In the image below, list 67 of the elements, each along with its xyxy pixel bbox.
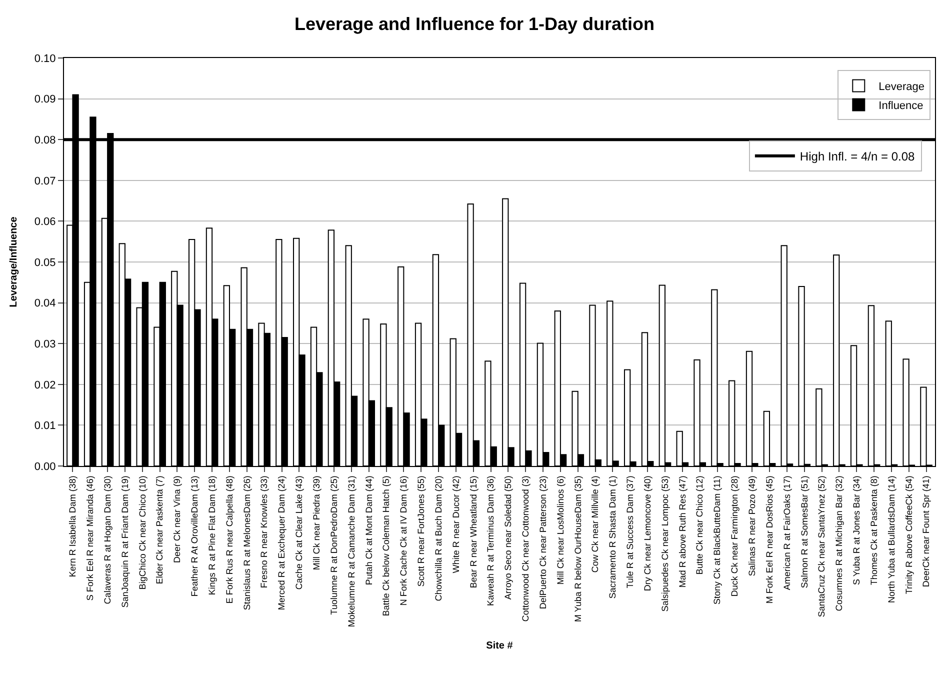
x-tick-label: DelPuerto Ck near Patterson (23) [538, 476, 548, 610]
x-tick-label: Duck Ck near Farmington (28) [730, 476, 740, 597]
x-tick-label: Mokelumne R at Camanche Dam (31) [346, 476, 356, 628]
x-tick-label: Merced R at Exchequer Dam (24) [276, 476, 287, 610]
x-tick-label: S Yuba R at Jones Bar (34) [852, 476, 862, 586]
x-tick-label: N Fork Cache Ck at IV Dam (16) [398, 476, 409, 606]
chart-title: Leverage and Influence for 1-Day duration [294, 14, 655, 34]
x-tick-label: DeerCk near Fount Spr (41) [921, 476, 932, 588]
x-tick-label: Thomes Ck at Paskenta (8) [868, 476, 879, 586]
y-axis-title: Leverage/Influence [8, 216, 20, 308]
x-tick-label: Salmon R at SomesBar (51) [799, 476, 810, 588]
x-tick-label: Stony Ck at BlackButteDam (11) [712, 476, 722, 604]
x-tick-label: Scott R near FortJones (55) [416, 476, 426, 587]
y-tick-label: 0.03 [34, 338, 56, 350]
x-tick-label: Elder Ck near Paskenta (7) [154, 476, 165, 584]
x-tick-label: Salinas R near Pozo (49) [747, 476, 758, 576]
x-tick-label: Mill Ck near Piedra (39) [312, 476, 322, 570]
y-tick-label: 0.01 [34, 420, 56, 432]
x-tick-label: American R at FairOaks (17) [782, 476, 792, 590]
x-tick-label: S Fork Eel R near Miranda (46) [85, 476, 96, 601]
x-tick-label: Bear R near Wheatland (15) [468, 476, 478, 588]
x-tick-label: Chowchilla R at Buch Dam (20) [433, 476, 444, 602]
y-tick-label: 0.08 [34, 134, 56, 146]
x-tick-label: White R near Ducor (42) [450, 476, 461, 574]
x-tick-label: Cache Ck at Clear Lake (43) [294, 476, 304, 590]
y-tick-label: 0.06 [34, 216, 56, 228]
x-tick-label: BigChico Ck near Chico (10) [137, 476, 148, 590]
x-tick-label: Cottonwood Ck near Cottonwood (3) [520, 476, 531, 622]
x-tick-label: Tule R at Success Dam (37) [625, 476, 636, 588]
x-tick-label: Putah Ck at Mont Dam (44) [364, 476, 374, 586]
x-tick-label: M Fork Eel R near DosRios (45) [764, 476, 774, 604]
x-tick-label: M Yuba R below OurHouseDam (35) [572, 476, 583, 622]
x-tick-label: Dry Ck near Lemoncove (40) [642, 476, 652, 592]
legend-label: Influence [878, 100, 924, 112]
x-tick-label: SanJoaquin R at Friant Dam (19) [120, 476, 130, 608]
x-tick-label: Kern R Isabella Dam (38) [68, 476, 78, 578]
x-tick-label: E Fork Rus R near Calpella (48) [224, 476, 234, 604]
x-tick-label: Tuolumne R at DonPedroDam (25) [328, 476, 339, 615]
y-tick-label: 0.07 [34, 175, 56, 188]
x-tick-label: Cow Ck near Millville (4) [590, 476, 600, 573]
y-tick-label: 0.05 [34, 256, 56, 269]
x-tick-label: Kaweah R at Terminus Dam (36) [486, 476, 496, 606]
x-tick-label: Feather R At OrovilleDam (13) [190, 476, 200, 597]
x-tick-label: Deer Ck near Vina (9) [172, 476, 182, 563]
x-tick-label: SantaCruz Ck near SantaYnez (52) [816, 476, 827, 618]
x-tick-label: Fresno R near Knowles (33) [259, 476, 270, 588]
x-axis-title: Site # [486, 640, 514, 652]
y-tick-label: 0.04 [34, 298, 56, 310]
x-tick-label: Cosumnes R at Michigan Bar (32) [834, 476, 844, 612]
x-tick-label: Sacramento R Shasta Dam (1) [608, 476, 618, 599]
x-tick-label: Trinity R above CoffeeCk (54) [904, 476, 914, 594]
y-tick-label: 0.00 [34, 460, 56, 473]
x-tick-label: Mad R above Ruth Res (47) [677, 476, 688, 588]
x-tick-label: Salsipuedes Ck near Lompoc (53) [660, 476, 670, 612]
x-tick-label: North Yuba at BullardsDam (14) [886, 476, 896, 604]
y-tick-label: 0.02 [34, 379, 56, 392]
x-tick-label: Kings R at Pine Flat Dam (18) [206, 476, 217, 596]
legend-label: High Infl. = 4/n = 0.08 [800, 150, 916, 164]
x-tick-label: Butte Ck near Chico (12) [694, 476, 705, 575]
y-tick-label: 0.09 [34, 94, 56, 106]
x-tick-label: Battle Ck below Coleman Hatch (5) [381, 476, 392, 616]
x-tick-label: Mill Ck near LosMolinos (6) [555, 476, 566, 585]
y-tick-label: 0.10 [34, 52, 56, 65]
legend-label: Leverage [878, 81, 925, 94]
x-tick-label: Stanislaus R at MelonesDam (26) [242, 476, 252, 610]
x-tick-label: Calaveras R at Hogan Dam (30) [102, 476, 112, 604]
x-tick-label: Arroyo Seco near Soledad (50) [503, 476, 514, 600]
